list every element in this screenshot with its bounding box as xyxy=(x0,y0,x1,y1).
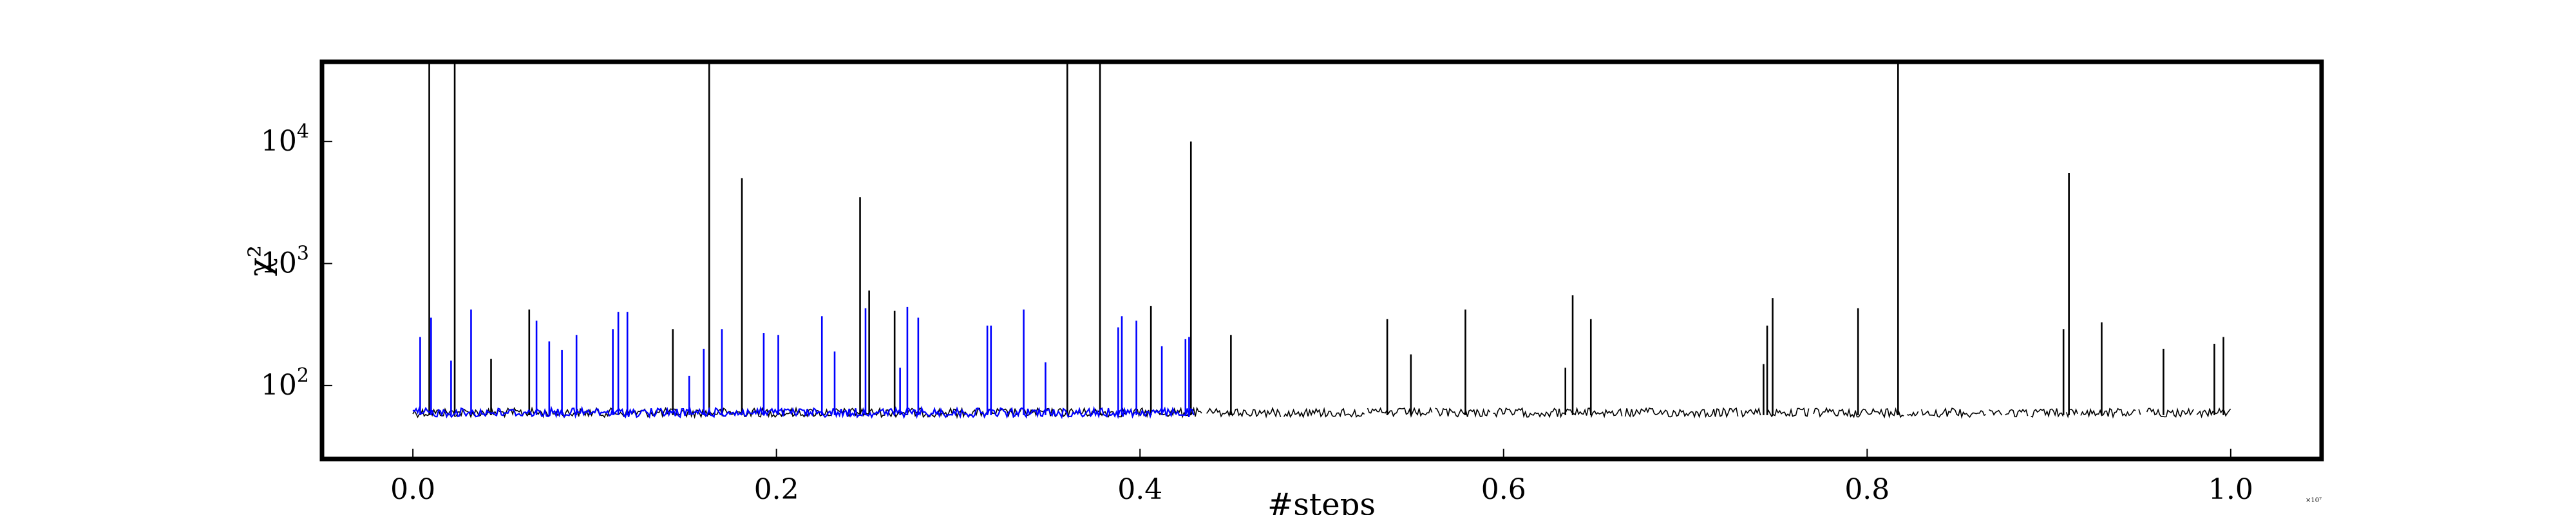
x-tick-label-5: 1.0 xyxy=(2208,473,2253,506)
series-1-noise-line xyxy=(412,406,1195,420)
y-tick-label-2: 104 xyxy=(261,120,309,158)
y-axis-label: χ² xyxy=(242,245,278,276)
x-tick-label-4: 0.8 xyxy=(1844,473,1889,506)
plot-frame-group xyxy=(319,59,2324,462)
series-0 xyxy=(412,62,2231,419)
plot-frame xyxy=(319,59,2324,462)
x-tick-label-0: 0.0 xyxy=(390,473,435,506)
plot-series-group xyxy=(412,62,2231,420)
x-tick-label-1: 0.2 xyxy=(754,473,799,506)
series-0-noise-line xyxy=(412,406,2231,419)
y-tick-label-0: 102 xyxy=(261,364,309,402)
y-tick-label-1: 103 xyxy=(261,242,309,279)
x-axis-label: #steps xyxy=(1267,487,1376,515)
x-offset-label: ×10⁷ xyxy=(2306,497,2322,504)
x-tick-label-2: 0.4 xyxy=(1117,473,1162,506)
tick-group: 0.0 0.2 0.4 0.6 0.8 1.0 102 103 104 xyxy=(261,120,2253,506)
x-tick-label-3: 0.6 xyxy=(1481,473,1526,506)
series-1 xyxy=(412,306,1195,420)
